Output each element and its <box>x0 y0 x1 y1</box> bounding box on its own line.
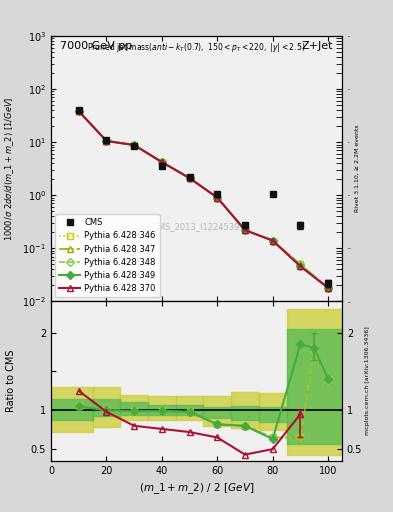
Y-axis label: Rivet 3.1.10, ≥ 2.2M events: Rivet 3.1.10, ≥ 2.2M events <box>355 125 360 212</box>
Y-axis label: mcplots.cern.ch [arXiv:1306.3436]: mcplots.cern.ch [arXiv:1306.3436] <box>365 327 370 436</box>
X-axis label: $(m\_1 + m\_2)\ /\ 2\ [GeV]$: $(m\_1 + m\_2)\ /\ 2\ [GeV]$ <box>139 481 254 496</box>
Text: Pruned jet mass$(anti-k_T(0.7),\ 150<p_T<220,\ |y|<2.5)$: Pruned jet mass$(anti-k_T(0.7),\ 150<p_T… <box>87 41 306 54</box>
Text: CMS_2013_I1224539: CMS_2013_I1224539 <box>153 223 240 231</box>
Text: Z+Jet: Z+Jet <box>302 41 333 51</box>
Y-axis label: $1000/\sigma\ 2d\sigma/d(m\_1 + m\_2)\ [1/GeV]$: $1000/\sigma\ 2d\sigma/d(m\_1 + m\_2)\ [… <box>4 96 16 241</box>
Text: 7000 GeV pp: 7000 GeV pp <box>60 41 132 51</box>
Y-axis label: Ratio to CMS: Ratio to CMS <box>6 350 16 412</box>
Legend: CMS, Pythia 6.428 346, Pythia 6.428 347, Pythia 6.428 348, Pythia 6.428 349, Pyt: CMS, Pythia 6.428 346, Pythia 6.428 347,… <box>55 214 160 297</box>
